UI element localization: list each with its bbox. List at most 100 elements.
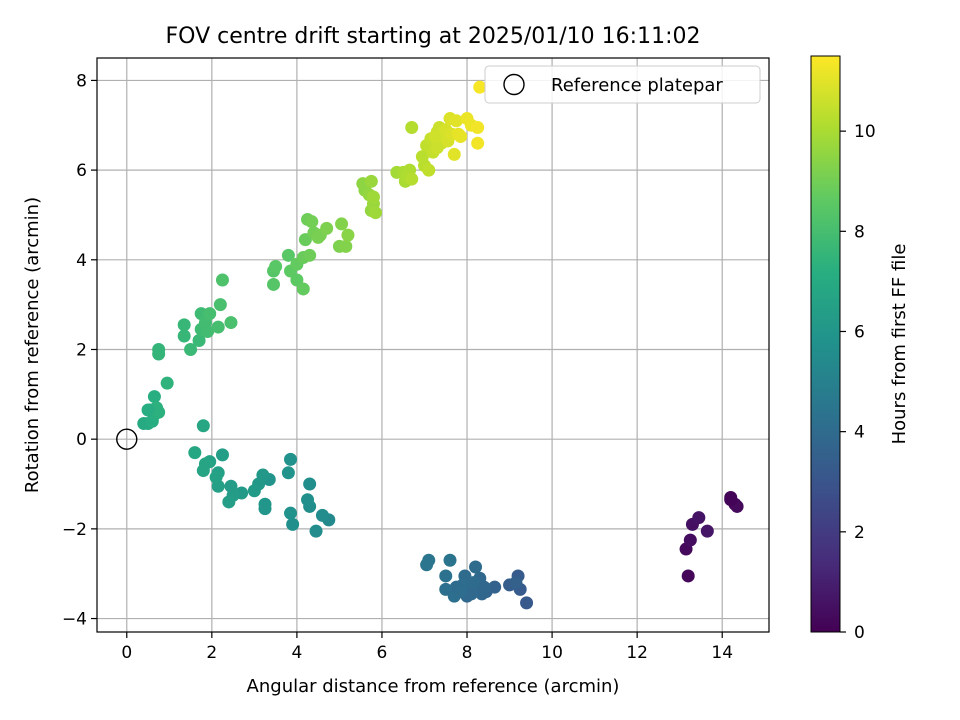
data-point (700, 524, 714, 538)
data-point (449, 114, 463, 128)
data-point (196, 419, 210, 433)
data-point (152, 405, 166, 419)
reference-marker (116, 428, 138, 450)
y-tick-label: −2 (62, 520, 87, 540)
data-point (466, 576, 480, 590)
data-point (454, 129, 468, 143)
data-point (281, 248, 295, 262)
legend-label: Reference platepar (551, 75, 723, 96)
data-point (439, 582, 453, 596)
data-point (301, 493, 315, 507)
data-point (369, 206, 383, 220)
data-point (147, 390, 161, 404)
data-point (177, 318, 191, 332)
data-point (286, 517, 300, 531)
data-point (247, 484, 261, 498)
x-tick-label: 10 (541, 643, 563, 663)
data-point (305, 215, 319, 229)
data-point (420, 558, 434, 572)
y-tick-label: −4 (62, 610, 87, 630)
data-point (303, 477, 317, 491)
colorbar-tick-label: 10 (854, 122, 876, 142)
data-point (724, 493, 738, 507)
data-point (692, 511, 706, 525)
data-point (443, 553, 457, 567)
data-point (464, 587, 478, 601)
y-tick-label: 0 (76, 430, 87, 450)
data-point (315, 508, 329, 522)
data-point (520, 596, 534, 610)
data-point (141, 403, 155, 417)
data-point (196, 464, 210, 478)
data-point (405, 121, 419, 135)
data-point (471, 121, 485, 135)
x-tick-label: 8 (462, 643, 473, 663)
data-point (339, 239, 353, 253)
data-point (430, 141, 444, 155)
data-point (454, 585, 468, 599)
colorbar-tick-label: 6 (854, 322, 865, 342)
data-point (215, 448, 229, 462)
data-point (215, 273, 229, 287)
y-tick-label: 2 (76, 340, 87, 360)
data-point (192, 334, 206, 348)
colorbar-label: Hours from first FF file (889, 244, 910, 445)
data-point (201, 325, 215, 339)
data-point (469, 560, 483, 574)
scatter-points (137, 80, 744, 610)
data-point (258, 502, 272, 516)
colorbar-tick-label: 0 (854, 623, 865, 643)
chart-title: FOV centre drift starting at 2025/01/10 … (166, 24, 701, 49)
data-point (224, 479, 238, 493)
x-tick-label: 12 (626, 643, 648, 663)
data-point (422, 163, 436, 177)
data-point (364, 174, 378, 188)
data-point (284, 506, 298, 520)
colorbar: 0 2 4 6 8 10 Hours from first FF file (810, 55, 910, 643)
colorbar-gradient (810, 55, 841, 633)
data-point (267, 277, 281, 291)
data-point (439, 569, 453, 583)
y-axis-label: Rotation from reference (arcmin) (22, 197, 43, 493)
data-point (471, 136, 485, 150)
data-point (320, 221, 334, 235)
data-point (428, 129, 442, 143)
data-point (203, 307, 217, 321)
plot-frame (96, 57, 770, 633)
data-point (335, 217, 349, 231)
data-point (211, 320, 225, 334)
data-point (509, 576, 523, 590)
data-point (296, 282, 310, 296)
x-tick-label: 2 (206, 643, 217, 663)
data-point (683, 533, 697, 547)
colorbar-ticks: 0 2 4 6 8 10 (840, 122, 876, 643)
data-point (473, 80, 487, 94)
data-point (224, 316, 238, 330)
data-point (152, 342, 166, 356)
x-axis-label: Angular distance from reference (arcmin) (247, 676, 620, 697)
reference-platepar-point (116, 428, 138, 450)
data-point (284, 452, 298, 466)
data-point (209, 470, 223, 484)
data-point (309, 524, 323, 538)
data-point (341, 228, 355, 242)
data-point (213, 298, 227, 312)
x-tick-label: 6 (377, 643, 388, 663)
data-point (269, 260, 283, 274)
data-point (681, 569, 695, 583)
legend: Reference platepar (484, 65, 761, 104)
legend-box (484, 65, 761, 104)
x-tick-label: 4 (291, 643, 302, 663)
colorbar-tick-label: 8 (854, 222, 865, 242)
data-point (160, 376, 174, 390)
data-point (405, 172, 419, 186)
y-tick-label: 6 (76, 161, 87, 181)
legend-marker (503, 73, 525, 96)
y-tick-label: 8 (76, 71, 87, 91)
colorbar-tick-label: 4 (854, 423, 865, 443)
data-point (477, 580, 491, 594)
data-point (290, 273, 304, 287)
data-point (281, 466, 295, 480)
data-point (303, 248, 317, 262)
